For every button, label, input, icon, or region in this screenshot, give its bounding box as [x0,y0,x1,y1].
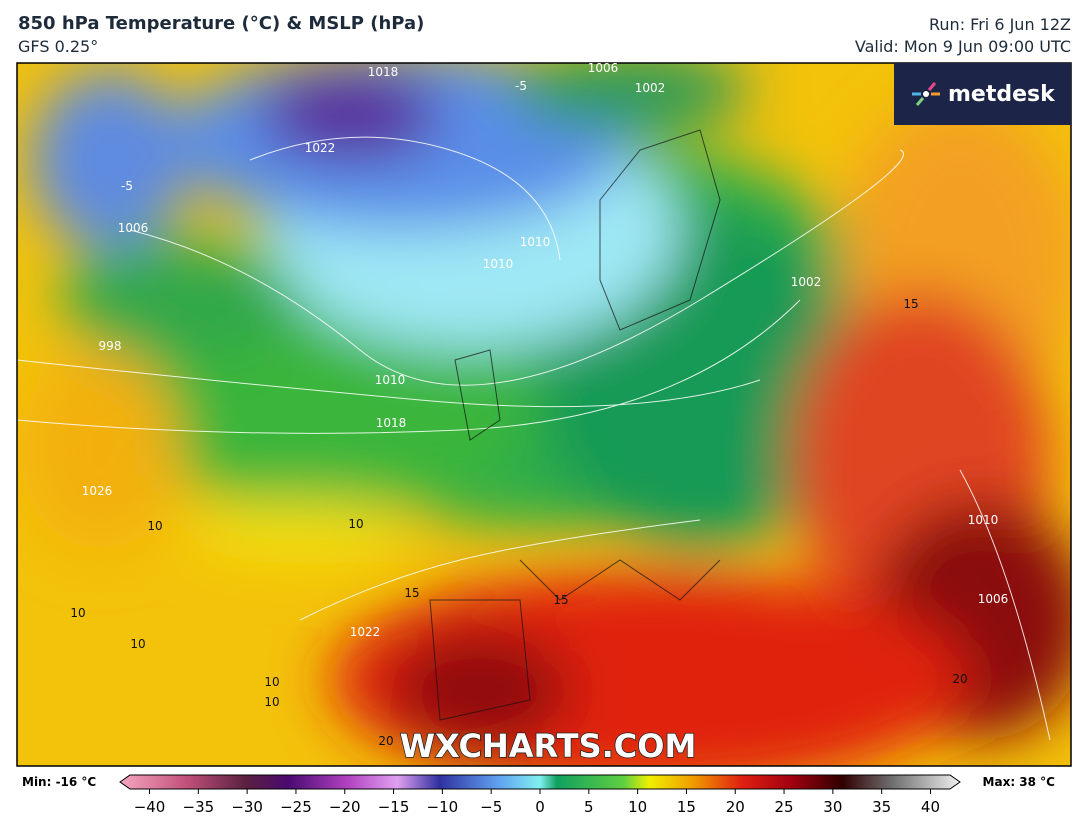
contour-label: 10 [130,637,145,651]
logo-icon [912,82,940,106]
colorbar-tick-label: 5 [584,798,594,816]
colorbar-tick-label: 40 [921,798,940,816]
contour-label: 1010 [375,373,406,387]
contour-label: 1022 [350,625,381,639]
colorbar-tick-label: 30 [823,798,842,816]
colorbar-tick-label: 10 [628,798,647,816]
colorbar-tick-label: 20 [726,798,745,816]
colorbar-tick-label: −30 [231,798,263,816]
contour-label: 15 [404,586,419,600]
valid: Valid: Mon 9 Jun 09:00 UTC [854,37,1071,56]
contour-label: 10 [348,517,363,531]
contour-label: 10 [264,675,279,689]
contour-label: 10 [264,695,279,709]
colorbar-max: Max: 38 °C [983,775,1056,789]
contour-label: 1010 [483,257,514,271]
contour-label: 1002 [635,81,666,95]
colorbar-tick-label: 15 [677,798,696,816]
colorbar-tick-label: 35 [872,798,891,816]
contour-label: 1026 [82,484,113,498]
watermark: WXCHARTS.COM [400,727,697,765]
contour-label: 1018 [376,416,407,430]
contour-label: 1022 [305,141,336,155]
contour-label: 20 [378,734,393,748]
contour-label: 15 [553,593,568,607]
contour-label: 1002 [791,275,822,289]
contour-label: 1006 [118,221,149,235]
contour-label: -5 [515,79,527,93]
run: Run: Fri 6 Jun 12Z [929,15,1071,34]
logo-text: metdesk [948,82,1056,107]
colorbar-tick-label: −15 [378,798,410,816]
contour-label: 1018 [368,65,399,79]
contour-label: 998 [99,339,122,353]
colorbar-tick-label: −35 [183,798,215,816]
temperature-field [17,63,1071,766]
contour-label: 1010 [520,235,551,249]
contour-label: 15 [903,297,918,311]
contour-label: 20 [952,672,967,686]
colorbar-min: Min: -16 °C [22,775,96,789]
colorbar-tick-label: 25 [775,798,794,816]
map-frame [16,62,1072,767]
contour-label: 1006 [588,61,619,75]
colorbar-tick-label: −40 [134,798,166,816]
subtitle: GFS 0.25° [18,37,99,56]
contour-label: -5 [121,179,133,193]
contour-label: 10 [70,606,85,620]
colorbar-tick-label: 0 [535,798,545,816]
colorbar-tick-label: −10 [427,798,459,816]
colorbar-tick-label: −20 [329,798,361,816]
colorbar-tick-label: −5 [480,798,502,816]
title: 850 hPa Temperature (°C) & MSLP (hPa) [18,13,425,34]
contour-label: 1010 [968,513,999,527]
colorbar [119,774,961,790]
colorbar-tick-label: −25 [280,798,312,816]
contour-label: 10 [147,519,162,533]
contour-label: 1006 [978,592,1009,606]
